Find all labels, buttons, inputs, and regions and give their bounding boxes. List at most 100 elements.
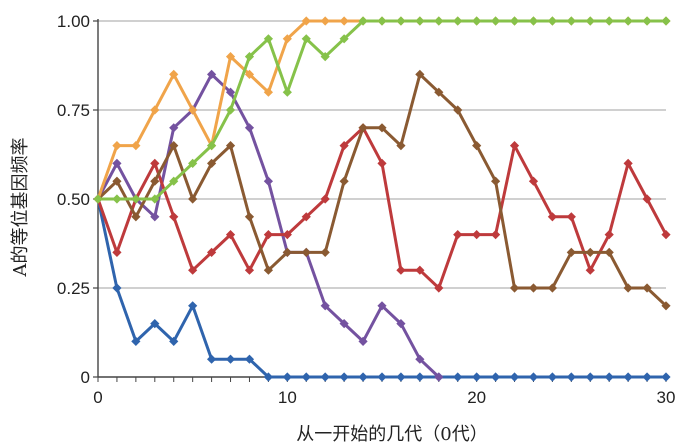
data-point bbox=[472, 16, 482, 26]
data-point bbox=[661, 230, 671, 240]
data-point bbox=[301, 247, 311, 257]
data-point bbox=[150, 158, 160, 168]
series-line-4 bbox=[96, 72, 668, 308]
data-point bbox=[244, 354, 255, 364]
x-tick-label: 20 bbox=[467, 388, 486, 407]
data-point bbox=[472, 372, 482, 382]
data-point bbox=[396, 265, 406, 275]
data-point bbox=[320, 372, 330, 382]
data-point bbox=[396, 141, 406, 151]
data-point bbox=[415, 265, 425, 275]
data-point bbox=[225, 105, 236, 115]
data-point bbox=[434, 16, 444, 26]
data-point bbox=[188, 158, 198, 168]
data-point bbox=[169, 69, 179, 79]
data-point bbox=[169, 141, 179, 151]
data-point bbox=[225, 230, 236, 240]
data-point bbox=[320, 194, 330, 204]
data-point bbox=[566, 247, 576, 257]
data-point bbox=[491, 16, 501, 26]
data-point bbox=[112, 141, 122, 151]
data-point bbox=[623, 158, 633, 168]
x-tick-label: 30 bbox=[657, 388, 676, 407]
data-point bbox=[434, 372, 444, 382]
data-point bbox=[434, 283, 444, 293]
data-point bbox=[169, 336, 179, 346]
data-point bbox=[547, 283, 557, 293]
data-point bbox=[339, 176, 349, 186]
data-point bbox=[339, 141, 349, 151]
y-tick-label: 0.25 bbox=[57, 279, 90, 298]
data-point bbox=[169, 123, 179, 133]
axes bbox=[93, 19, 667, 382]
tick-labels: 0 0.25 0.50 0.75 1.00 0 10 20 30 bbox=[57, 12, 676, 407]
data-point bbox=[150, 194, 160, 204]
data-point bbox=[377, 123, 387, 133]
data-point bbox=[282, 230, 292, 240]
data-point bbox=[377, 158, 387, 168]
data-point bbox=[112, 158, 122, 168]
data-point bbox=[225, 141, 236, 151]
data-point bbox=[415, 16, 425, 26]
data-point bbox=[396, 319, 406, 329]
data-point bbox=[528, 16, 539, 26]
data-point bbox=[282, 372, 292, 382]
data-point bbox=[547, 212, 557, 222]
data-point bbox=[188, 194, 198, 204]
data-point bbox=[604, 372, 614, 382]
data-point bbox=[623, 372, 633, 382]
data-point bbox=[358, 336, 368, 346]
data-point bbox=[339, 372, 349, 382]
data-point bbox=[112, 283, 122, 293]
data-point bbox=[472, 141, 482, 151]
data-point bbox=[434, 87, 444, 97]
data-point bbox=[623, 16, 633, 26]
data-point bbox=[566, 16, 576, 26]
data-point bbox=[188, 265, 198, 275]
data-point bbox=[150, 212, 160, 222]
data-point bbox=[585, 16, 595, 26]
data-point bbox=[263, 34, 273, 44]
data-point bbox=[491, 176, 501, 186]
data-point bbox=[528, 372, 539, 382]
data-point bbox=[642, 283, 652, 293]
data-point bbox=[320, 247, 330, 257]
data-point bbox=[301, 212, 311, 222]
data-point bbox=[415, 372, 425, 382]
data-point bbox=[604, 16, 614, 26]
data-point bbox=[661, 301, 671, 311]
y-tick-label: 0.50 bbox=[57, 190, 90, 209]
data-point bbox=[339, 34, 349, 44]
data-point bbox=[509, 283, 520, 293]
data-point bbox=[509, 16, 520, 26]
data-point bbox=[642, 194, 652, 204]
y-tick-label: 0.75 bbox=[57, 101, 90, 120]
data-point bbox=[453, 105, 463, 115]
data-point bbox=[188, 105, 198, 115]
data-point bbox=[509, 372, 520, 382]
y-tick-label: 0 bbox=[81, 368, 90, 387]
data-point bbox=[301, 34, 311, 44]
data-point bbox=[604, 230, 614, 240]
data-point bbox=[207, 354, 217, 364]
data-point bbox=[377, 301, 387, 311]
data-point bbox=[112, 247, 122, 257]
data-point bbox=[358, 372, 368, 382]
x-tick-label: 0 bbox=[93, 388, 102, 407]
data-point bbox=[282, 34, 292, 44]
data-point bbox=[244, 212, 255, 222]
data-point bbox=[263, 176, 273, 186]
data-point bbox=[112, 194, 122, 204]
data-point bbox=[207, 141, 217, 151]
data-point bbox=[491, 230, 501, 240]
data-point bbox=[188, 301, 198, 311]
data-point bbox=[207, 69, 217, 79]
data-point bbox=[339, 16, 349, 26]
data-point bbox=[642, 372, 652, 382]
data-point bbox=[642, 16, 652, 26]
data-point bbox=[453, 230, 463, 240]
data-point bbox=[358, 123, 368, 133]
y-tick-label: 1.00 bbox=[57, 12, 90, 31]
data-point bbox=[282, 87, 292, 97]
